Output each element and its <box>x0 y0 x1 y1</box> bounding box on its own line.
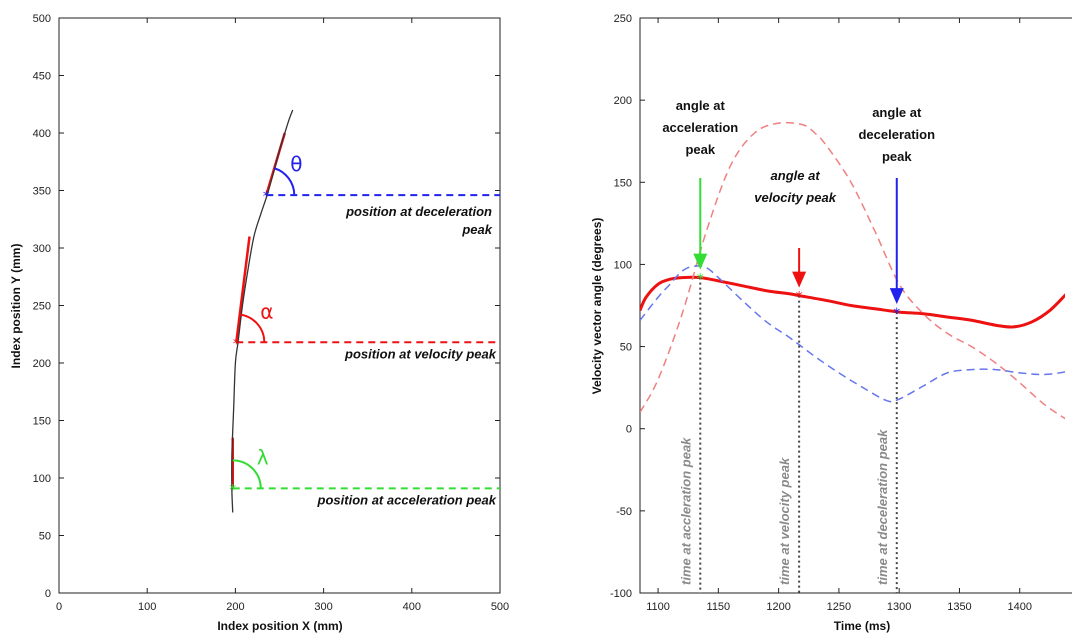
x-tick-label: 500 <box>491 601 509 613</box>
axis-ticks: 0 100 200 300 400 500 0 50 100 150 200 250 300 350 400… <box>33 13 510 613</box>
deceleration-arrow-head <box>889 288 904 305</box>
deceleration-time-label: time at deceleration peak <box>875 429 890 585</box>
annotations: * λ position at acceleration peak * α positio… <box>229 152 497 507</box>
trajectory-line <box>231 109 294 513</box>
axis-ticks: 1100 1150 1200 1250 1300 1350 1400 -100 -50 0 50 10… <box>610 13 1032 613</box>
acceleration-marker: * <box>229 482 236 498</box>
y-axis-label: Index position Y (mm) <box>9 244 23 369</box>
deceleration-angle-label: angle at <box>872 105 922 120</box>
deceleration-angle-arc <box>273 167 296 196</box>
plot-lines <box>640 121 1065 593</box>
acceleration-arrow-head <box>693 253 708 270</box>
y-axis-label: Velocity vector angle (degrees) <box>590 218 604 395</box>
deceleration-label: peak <box>461 222 492 237</box>
deceleration-label: position at deceleration <box>345 204 492 219</box>
y-tick-label: -100 <box>610 588 632 600</box>
series-line-1 <box>640 121 1065 420</box>
y-tick-label: 150 <box>33 416 51 428</box>
y-tick-label: 150 <box>614 177 632 189</box>
y-tick-label: 400 <box>33 128 51 140</box>
x-tick-label: 1100 <box>646 601 670 613</box>
deceleration-angle-symbol: θ <box>290 152 302 176</box>
x-tick-label: 400 <box>403 601 421 613</box>
x-tick-label: 100 <box>138 601 156 613</box>
velocity-arrow-head <box>792 271 807 288</box>
acceleration-angle-label: angle at <box>676 98 726 113</box>
deceleration-angle-label: deceleration <box>858 127 935 142</box>
y-tick-label: 0 <box>45 588 51 600</box>
velocity-marker: * <box>796 290 803 306</box>
velocity-angle-label: angle at <box>771 168 821 183</box>
y-tick-label: 200 <box>33 358 51 370</box>
x-tick-label: 1250 <box>827 601 851 613</box>
acceleration-marker: * <box>697 272 704 288</box>
velocity-marker: * <box>233 336 240 352</box>
y-tick-label: 100 <box>614 259 632 271</box>
deceleration-angle-label: peak <box>882 149 912 164</box>
acceleration-angle-arc <box>232 459 262 489</box>
velocity-angle-symbol: α <box>260 299 273 323</box>
x-tick-label: 1200 <box>766 601 790 613</box>
angle-chart: 1100 1150 1200 1250 1300 1350 1400 -100 -50 0 50 10… <box>590 13 1072 633</box>
acceleration-angle-label: acceleration <box>662 120 738 135</box>
y-tick-label: 350 <box>33 186 51 198</box>
y-tick-label: 200 <box>614 95 632 107</box>
velocity-label: position at velocity peak <box>344 346 497 361</box>
acceleration-label: position at acceleration peak <box>317 492 497 507</box>
velocity-time-label: time at velocity peak <box>777 457 792 585</box>
y-tick-label: 250 <box>614 13 632 25</box>
y-tick-label: 0 <box>626 424 632 436</box>
annotations: * angle at acceleration peak time at acclera… <box>662 98 935 585</box>
x-axis-label: Time (ms) <box>834 619 890 633</box>
series-line-0 <box>640 275 1065 329</box>
deceleration-marker: * <box>263 189 270 205</box>
trajectory-chart: 0 100 200 300 400 500 0 50 100 150 200 250 300 350 400… <box>9 13 509 633</box>
y-tick-label: 500 <box>33 13 51 25</box>
y-tick-label: 50 <box>620 342 632 354</box>
trajectory-curve <box>231 109 294 513</box>
y-tick-label: 100 <box>33 473 51 485</box>
acceleration-time-label: time at accleration peak <box>678 437 693 585</box>
y-tick-label: 300 <box>33 243 51 255</box>
velocity-angle-label: velocity peak <box>754 190 836 205</box>
x-tick-label: 300 <box>314 601 332 613</box>
velocity-tangent-line <box>235 236 251 343</box>
acceleration-angle-label: peak <box>685 142 715 157</box>
x-tick-label: 0 <box>56 601 62 613</box>
acceleration-angle-symbol: λ <box>257 445 269 469</box>
x-tick-label: 200 <box>226 601 244 613</box>
deceleration-marker: * <box>893 306 900 322</box>
y-tick-label: -50 <box>616 506 632 518</box>
plot-area <box>58 17 501 594</box>
y-tick-label: 450 <box>33 71 51 83</box>
x-tick-label: 1400 <box>1007 601 1031 613</box>
y-tick-label: 50 <box>39 531 51 543</box>
x-tick-label: 1150 <box>707 601 731 613</box>
x-tick-label: 1350 <box>947 601 971 613</box>
x-tick-label: 1300 <box>887 601 911 613</box>
x-axis-label: Index position X (mm) <box>217 619 342 633</box>
velocity-angle-arc <box>239 313 266 343</box>
series-line-2 <box>640 265 1065 403</box>
y-tick-label: 250 <box>33 301 51 313</box>
